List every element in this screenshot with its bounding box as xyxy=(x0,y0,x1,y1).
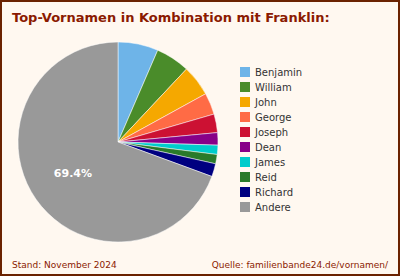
legend-item: Dean xyxy=(240,142,281,153)
legend-item: Reid xyxy=(240,172,277,183)
legend-item: John xyxy=(240,97,277,108)
chart: Top-Vornamen in Kombination mit Franklin… xyxy=(0,0,400,276)
legend-label: George xyxy=(255,112,291,123)
legend-label: Joseph xyxy=(254,127,288,138)
legend-label: Benjamin xyxy=(255,67,302,78)
legend-swatch xyxy=(240,97,250,107)
legend-item: Andere xyxy=(240,202,291,213)
data-labels: 69.4% xyxy=(54,167,92,180)
title: Top-Vornamen in Kombination mit Franklin… xyxy=(12,10,330,25)
data-label: 69.4% xyxy=(54,167,92,180)
legend: Benjamin William John George Joseph Dean James… xyxy=(240,67,302,213)
legend-label: Richard xyxy=(255,187,293,198)
legend-label: William xyxy=(255,82,292,93)
annotation: Quelle: familienbande24.de/vornamen/ xyxy=(212,260,389,270)
legend-item: William xyxy=(240,82,292,93)
legend-item: George xyxy=(240,112,291,123)
legend-label: John xyxy=(254,97,277,108)
legend-label: Reid xyxy=(255,172,277,183)
legend-swatch xyxy=(240,172,250,182)
legend-label: Andere xyxy=(255,202,291,213)
legend-swatch xyxy=(240,187,250,197)
annotation: Stand: November 2024 xyxy=(12,260,117,270)
legend-label: Dean xyxy=(255,142,281,153)
legend-swatch xyxy=(240,202,250,212)
legend-swatch xyxy=(240,67,250,77)
legend-item: Richard xyxy=(240,187,293,198)
legend-item: Benjamin xyxy=(240,67,302,78)
legend-item: James xyxy=(240,157,285,168)
legend-item: Joseph xyxy=(240,127,288,138)
background xyxy=(1,1,399,275)
legend-swatch xyxy=(240,112,250,122)
slice xyxy=(18,42,212,242)
pie xyxy=(18,42,218,242)
legend-swatch xyxy=(240,142,250,152)
legend-swatch xyxy=(240,127,250,137)
legend-swatch xyxy=(240,157,250,167)
legend-label: James xyxy=(254,157,285,168)
legend-swatch xyxy=(240,82,250,92)
